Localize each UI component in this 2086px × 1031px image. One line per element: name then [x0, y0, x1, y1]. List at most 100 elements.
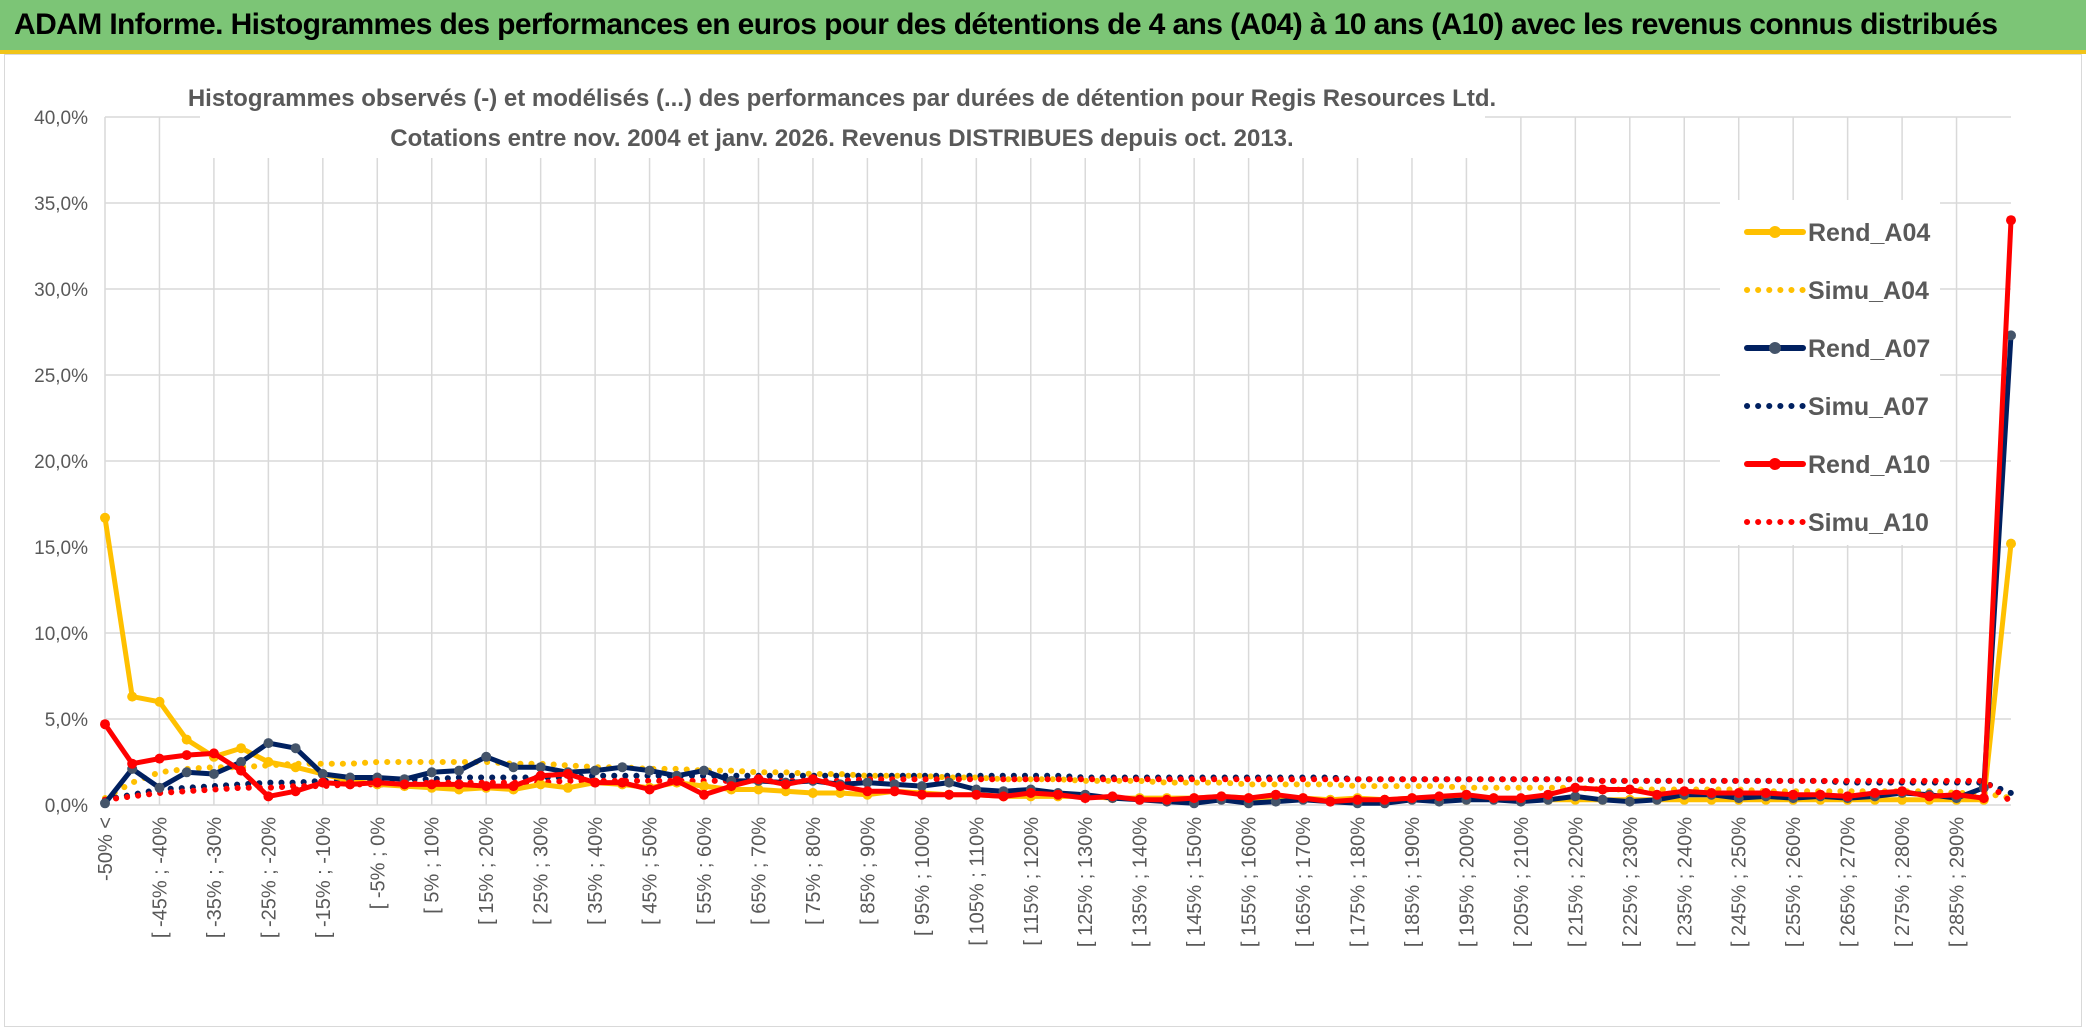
chart-title-box: Histogrammes observés (-) et modélisés (…: [188, 78, 1496, 158]
x-tick-label: [ -45% ; -40%: [149, 817, 171, 938]
x-tick-label: [ 255% ; 260%: [1783, 817, 1805, 947]
x-tick-label: [ -15% ; -10%: [313, 817, 335, 938]
data-point-rend_a07: [100, 798, 110, 809]
page-title: ADAM Informe. Histogrammes des performan…: [14, 8, 1998, 41]
data-point-rend_a07: [263, 738, 274, 749]
data-point-rend_a10: [1652, 789, 1662, 800]
data-point-rend_a10: [1379, 794, 1390, 805]
data-point-rend_a07: [590, 765, 601, 776]
x-tick-label: [ 285% ; 290%: [1947, 817, 1969, 947]
x-tick-label: [ 135% ; 140%: [1130, 817, 1152, 947]
data-point-rend_a10: [1869, 788, 1880, 798]
data-point-rend_a10: [1080, 793, 1091, 804]
legend-label-simu_a04: Simu_A04: [1808, 277, 1929, 305]
data-point-rend_a07: [454, 765, 464, 776]
data-point-rend_a07: [535, 762, 546, 773]
data-point-rend_a07: [644, 765, 655, 776]
data-point-rend_a10: [1679, 786, 1690, 797]
data-point-rend_a07: [944, 777, 955, 788]
data-point-rend_a10: [998, 791, 1009, 802]
data-point-rend_a10: [1352, 794, 1363, 805]
data-point-rend_a10: [862, 786, 873, 797]
data-point-rend_a07: [1624, 796, 1635, 807]
legend-marker-rend_a07: [1769, 342, 1781, 354]
data-point-rend_a04: [181, 734, 192, 745]
x-tick-label: [ 105% ; 110%: [966, 817, 988, 946]
data-point-rend_a07: [2006, 330, 2016, 341]
data-point-rend_a04: [807, 788, 818, 798]
data-point-rend_a10: [617, 777, 628, 788]
data-point-rend_a04: [236, 743, 247, 754]
data-point-rend_a07: [1270, 796, 1281, 807]
x-tick-label: [ 265% ; 270%: [1838, 817, 1860, 947]
data-point-rend_a10: [1325, 796, 1336, 807]
series-lines: [100, 215, 2016, 809]
y-tick-label: 15,0%: [34, 538, 88, 559]
data-point-rend_a04: [562, 782, 573, 793]
data-point-rend_a10: [644, 784, 655, 795]
data-point-rend_a10: [889, 786, 900, 797]
x-tick-label: [ 55% ; 60%: [694, 817, 716, 925]
data-point-rend_a10: [1815, 789, 1826, 800]
data-point-rend_a10: [399, 779, 410, 790]
x-tick-label: [ 125% ; 130%: [1075, 817, 1097, 947]
data-point-rend_a10: [671, 775, 682, 786]
data-point-rend_a10: [1515, 793, 1526, 804]
x-tick-label: [ 185% ; 190%: [1402, 817, 1424, 947]
x-tick-label: [ 175% ; 180%: [1348, 817, 1370, 947]
x-tick-label: [ 235% ; 240%: [1674, 817, 1696, 947]
data-point-rend_a10: [1951, 789, 1962, 800]
legend-label-simu_a07: Simu_A07: [1808, 393, 1929, 421]
data-point-rend_a10: [1134, 794, 1145, 805]
chart-subtitle: Cotations entre nov. 2004 et janv. 2026.…: [390, 125, 1293, 152]
data-point-rend_a10: [562, 769, 573, 779]
data-point-rend_a04: [290, 762, 301, 773]
data-point-rend_a10: [236, 765, 247, 776]
data-point-rend_a10: [100, 719, 110, 730]
x-tick-label: [ 275% ; 280%: [1892, 817, 1914, 947]
data-point-rend_a10: [154, 753, 165, 764]
data-point-rend_a10: [699, 789, 709, 800]
data-point-rend_a10: [807, 774, 818, 785]
x-tick-label: [ 225% ; 230%: [1620, 817, 1642, 947]
x-tick-label: [ 15% ; 20%: [476, 817, 498, 925]
legend-label-simu_a10: Simu_A10: [1808, 509, 1929, 537]
data-point-rend_a10: [753, 774, 764, 785]
data-point-rend_a10: [1407, 793, 1417, 804]
data-point-rend_a10: [454, 779, 464, 790]
data-point-rend_a07: [208, 769, 219, 779]
x-tick-label: [ -5% ; 0%: [367, 817, 389, 909]
legend-label-rend_a07: Rend_A07: [1808, 335, 1930, 363]
data-point-rend_a04: [100, 512, 110, 523]
legend: Rend_A04 Simu_A04 Rend_A07 Simu_A07 Rend_A10…: [1720, 200, 1940, 545]
data-point-rend_a10: [127, 758, 138, 769]
data-point-rend_a07: [862, 777, 873, 788]
data-point-rend_a10: [426, 779, 437, 790]
data-point-rend_a07: [916, 781, 927, 792]
data-point-rend_a04: [753, 784, 764, 795]
x-tick-label: [ 65% ; 70%: [748, 817, 770, 925]
data-point-rend_a10: [916, 789, 927, 800]
x-tick-label: [ -25% ; -20%: [258, 817, 280, 938]
data-point-rend_a10: [1461, 789, 1472, 800]
x-tick-label: -50% <: [95, 817, 117, 881]
x-tick-label: [ 85% ; 90%: [857, 817, 879, 925]
data-point-rend_a10: [263, 791, 274, 802]
y-tick-label: 20,0%: [34, 452, 88, 473]
data-point-rend_a10: [971, 789, 982, 800]
data-point-rend_a10: [508, 781, 519, 792]
data-point-rend_a04: [835, 788, 846, 798]
y-tick-label: 10,0%: [34, 624, 88, 645]
data-point-rend_a07: [617, 762, 628, 773]
data-point-rend_a04: [699, 781, 709, 792]
data-point-rend_a10: [1434, 791, 1445, 802]
data-point-rend_a07: [345, 772, 356, 783]
data-point-rend_a10: [1216, 791, 1227, 802]
x-tick-label: [ -35% ; -30%: [204, 817, 226, 938]
data-point-rend_a07: [290, 743, 301, 754]
y-axis-ticks: 0,0% 5,0% 10,0% 15,0% 20,0% 25,0% 30,0% 35,0% 40…: [34, 108, 88, 817]
x-tick-label: [ 25% ; 30%: [531, 817, 553, 925]
data-point-rend_a07: [1597, 794, 1608, 805]
data-point-rend_a10: [726, 781, 737, 792]
chart-frame: [4, 54, 2082, 1027]
